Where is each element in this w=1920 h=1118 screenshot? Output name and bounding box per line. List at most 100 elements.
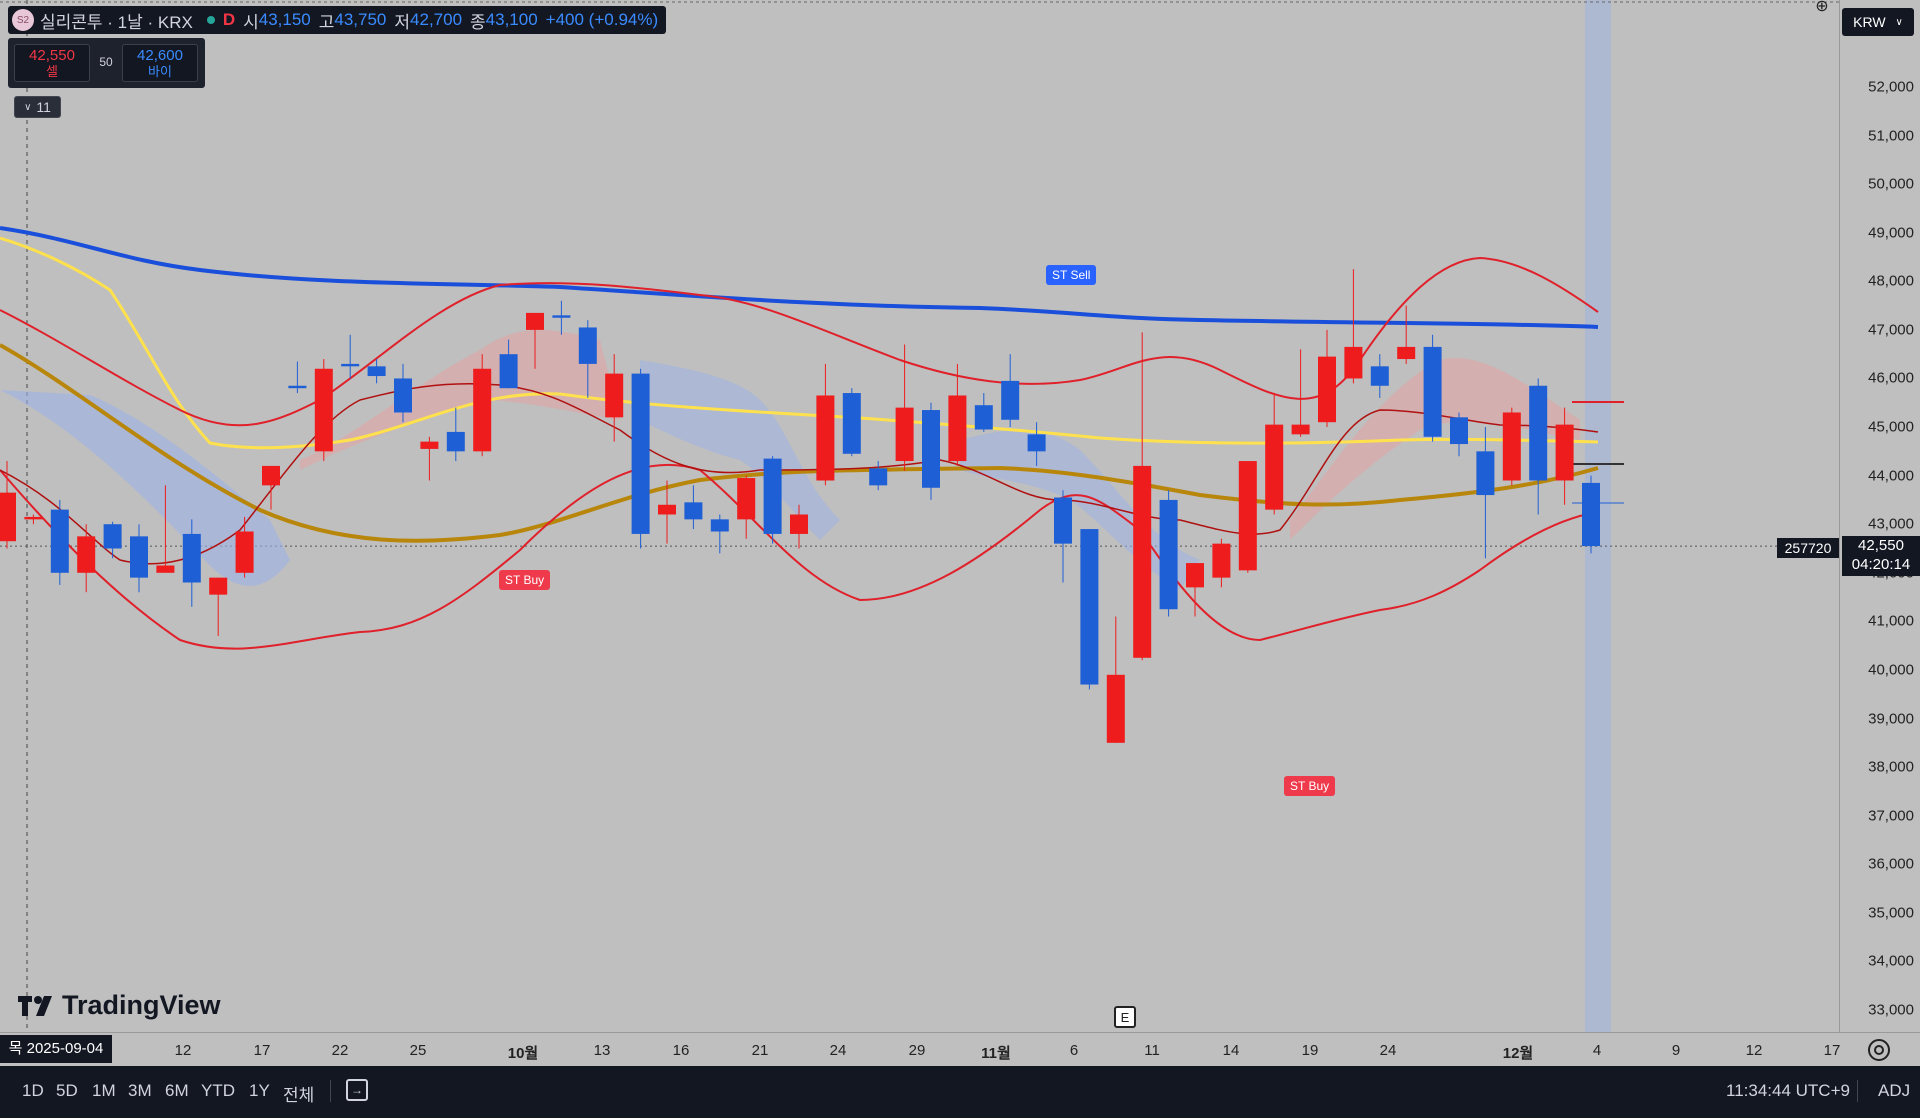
price-tick-label: 49,000 <box>1868 224 1914 242</box>
goto-date-icon[interactable]: → <box>346 1079 368 1101</box>
candle-body <box>209 577 228 595</box>
time-tick-label: 12월 <box>1502 1045 1534 1062</box>
candle-body <box>1080 529 1099 685</box>
price-tick-label: 34,000 <box>1868 952 1914 970</box>
candle-body <box>816 395 835 481</box>
clock-time[interactable]: 11:34:44 UTC+9 <box>1726 1081 1850 1100</box>
candle-body <box>446 431 465 452</box>
candle-body <box>526 312 544 330</box>
sell-label: 셀 <box>46 64 58 79</box>
sell-button[interactable]: 42,550 셀 <box>14 44 90 82</box>
candle-body <box>631 373 650 534</box>
candle-body <box>1159 499 1178 610</box>
candle-body <box>1212 543 1231 578</box>
volume-label: 257720 <box>1777 538 1839 558</box>
current-price-label: 42,550 04:20:14 <box>1842 536 1920 576</box>
market-status-dot-icon <box>206 16 215 24</box>
delay-flag: D <box>222 10 236 29</box>
candle-body <box>974 405 993 430</box>
bar-countdown: 04:20:14 <box>1851 556 1911 573</box>
range-5d-button[interactable]: 5D <box>56 1081 78 1100</box>
low-value: 42,700 <box>410 10 463 29</box>
price-axis[interactable]: 52,000 51,000 50,000 49,000 48,000 47,000 46,0… <box>1839 0 1920 1032</box>
change-value: +400 (+0.94%) <box>545 10 659 29</box>
time-tick-label: 9 <box>1671 1042 1681 1059</box>
ma-gold-line <box>0 343 1599 543</box>
buy-button[interactable]: 42,600 바이 <box>122 44 198 82</box>
candle-body <box>1476 451 1495 496</box>
price-tick-label: 48,000 <box>1868 272 1914 290</box>
price-tick-label: 41,000 <box>1868 612 1914 630</box>
ma-long-line <box>0 226 1599 329</box>
currency-selector[interactable]: KRW ∨ <box>1842 8 1914 36</box>
time-axis[interactable]: 12 17 22 25 10월 13 16 21 24 29 11월 6 11 14 19 24 12월 4 9 12… <box>0 1032 1920 1066</box>
close-label: 종 <box>470 12 486 32</box>
range-1d-button[interactable]: 1D <box>22 1081 44 1100</box>
toolbar-divider-2 <box>1857 1080 1858 1102</box>
range-all-button[interactable]: 전체 <box>283 1086 315 1105</box>
currency-label: KRW <box>1853 14 1886 30</box>
candle-body <box>684 502 703 520</box>
price-tick-label: 46,000 <box>1868 369 1914 387</box>
band-lower-line <box>0 463 1599 650</box>
chart-pane[interactable]: S2 실리콘투 · 1날 · KRX D 시 43,150 고 43,750 저 42… <box>0 0 1839 1032</box>
band-upper-line <box>0 256 1599 427</box>
candle-body <box>869 468 888 486</box>
candle-body <box>1318 356 1336 423</box>
price-tick-label: 44,000 <box>1868 467 1914 485</box>
candle-body <box>262 465 280 486</box>
open-value: 43,150 <box>258 10 311 29</box>
price-chart[interactable] <box>0 0 1839 1032</box>
symbol-logo-icon: S2 <box>12 9 34 31</box>
candle-body <box>1344 346 1363 379</box>
spread-value: 50 <box>99 55 113 69</box>
candle-body <box>578 327 597 364</box>
candle-body <box>394 378 412 413</box>
symbol-title[interactable]: 실리콘투 · 1날 · KRX <box>40 12 193 32</box>
range-1m-button[interactable]: 1M <box>92 1081 116 1100</box>
tradingview-logo[interactable]: TradingView <box>18 990 221 1021</box>
candle-body <box>103 524 122 549</box>
price-tick-label: 35,000 <box>1868 904 1914 922</box>
sell-price: 42,550 <box>29 47 75 64</box>
settings-gear-icon[interactable] <box>1868 1039 1890 1061</box>
candle-body <box>1397 346 1416 360</box>
price-tick-label: 52,000 <box>1868 78 1914 96</box>
cloud-fill-blue-2 <box>640 360 840 540</box>
candle-body <box>156 565 175 573</box>
adj-toggle[interactable]: ADJ <box>1878 1081 1911 1100</box>
price-tick-label: 33,000 <box>1868 1001 1914 1019</box>
time-tick-label: 19 <box>1301 1042 1319 1059</box>
buy-label: 바이 <box>148 64 172 79</box>
candle-body <box>341 363 360 367</box>
candle-body <box>1027 434 1046 452</box>
candle-body <box>77 536 96 573</box>
indicators-toggle-button[interactable]: ∨ 11 <box>14 96 61 118</box>
high-value: 43,750 <box>334 10 387 29</box>
symbol-legend[interactable]: S2 실리콘투 · 1날 · KRX D 시 43,150 고 43,750 저 42… <box>8 6 667 34</box>
price-tick-label: 37,000 <box>1868 807 1914 825</box>
candle-body <box>605 373 624 418</box>
candle-body <box>790 514 808 534</box>
candle-body <box>235 531 254 573</box>
candle-body <box>50 509 69 573</box>
time-tick-label: 12 <box>1745 1042 1763 1059</box>
candle-body <box>763 458 782 534</box>
crosshair-date-label: 목 2025-09-04 <box>0 1035 112 1063</box>
price-tick-label: 45,000 <box>1868 418 1914 436</box>
range-1y-button[interactable]: 1Y <box>249 1081 270 1100</box>
candle-body <box>1555 424 1574 481</box>
time-tick-label: 14 <box>1222 1042 1240 1059</box>
candle-body <box>0 492 16 542</box>
chevron-down-icon: ∨ <box>1895 16 1903 28</box>
earnings-marker[interactable]: E <box>1114 1006 1136 1028</box>
indicators-count: 11 <box>36 99 51 115</box>
range-6m-button[interactable]: 6M <box>165 1081 189 1100</box>
price-tick-label: 36,000 <box>1868 855 1914 873</box>
candle-body <box>314 368 333 452</box>
candle-body <box>1238 461 1257 571</box>
time-tick-label: 22 <box>331 1042 349 1059</box>
range-3m-button[interactable]: 3M <box>128 1081 152 1100</box>
add-plus-icon[interactable]: ⊕ <box>1815 0 1829 15</box>
range-ytd-button[interactable]: YTD <box>201 1081 235 1100</box>
